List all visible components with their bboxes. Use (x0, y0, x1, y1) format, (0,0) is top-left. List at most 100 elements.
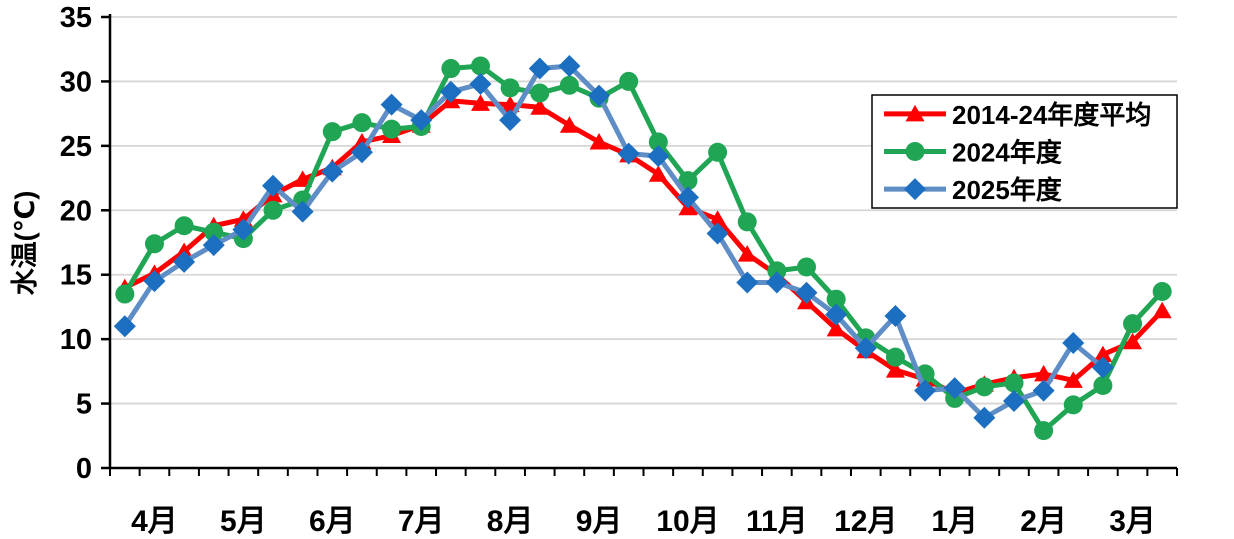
triangle-marker (174, 242, 194, 260)
circle-marker (885, 347, 905, 367)
circle-marker (1034, 421, 1054, 441)
diamond-marker (588, 84, 611, 107)
x-axis-labels: 4月 5月 6月 7月 8月 9月 10月 11月 12月 1月 2月 3月 (131, 505, 1156, 538)
diamond-marker (765, 271, 788, 294)
triangle-marker (1063, 371, 1083, 388)
circle-marker (974, 377, 994, 397)
x-month-label: 11月 (746, 505, 808, 538)
circle-marker (174, 216, 194, 236)
diamond-marker (825, 303, 848, 326)
legend-label: 2024年度 (952, 138, 1062, 168)
legend-item-circle: 2024年度 (884, 138, 1062, 168)
diamond-marker (202, 234, 225, 257)
circle-marker (1152, 281, 1172, 301)
diamond-marker (706, 222, 729, 245)
diamond-marker (1002, 389, 1025, 412)
x-month-label: 5月 (220, 505, 267, 538)
diamond-marker (884, 304, 907, 327)
y-tick-label: 30 (60, 66, 92, 98)
diamond-marker (380, 93, 403, 116)
diamond-marker (439, 80, 462, 103)
diamond-marker (795, 281, 818, 304)
diamond-marker (113, 315, 136, 338)
circle-marker (905, 142, 925, 161)
triangle-marker (559, 116, 579, 133)
series-diamond (113, 54, 1114, 429)
y-tick-label: 15 (60, 260, 92, 292)
circle-marker (708, 142, 728, 162)
diamond-marker (854, 337, 877, 360)
circle-marker (115, 284, 135, 304)
y-tick-label: 25 (60, 131, 92, 163)
circle-marker (619, 71, 639, 91)
circle-marker (1063, 395, 1083, 415)
diamond-marker (943, 377, 966, 400)
circle-marker (322, 122, 342, 142)
triangle-marker (1093, 345, 1113, 363)
diamond-marker (1032, 379, 1055, 402)
diamond-marker (262, 174, 285, 197)
circle-marker (1093, 376, 1113, 396)
triangle-marker (708, 210, 728, 227)
triangle-marker (737, 245, 757, 262)
circle-marker (500, 78, 520, 98)
y-tick-label: 0 (76, 453, 92, 485)
diamond-marker (904, 178, 926, 201)
circle-marker (352, 113, 372, 133)
x-month-label: 3月 (1109, 505, 1156, 538)
x-month-label: 8月 (487, 505, 534, 538)
triangle-marker (589, 132, 609, 150)
legend-item-diamond: 2025年度 (884, 175, 1062, 205)
x-month-label: 7月 (398, 505, 445, 538)
triangle-marker (293, 170, 313, 187)
x-month-label: 9月 (576, 505, 623, 538)
diamond-marker (350, 141, 373, 164)
y-axis-title: 水温(℃) (10, 191, 40, 296)
y-tick-label: 10 (60, 324, 92, 356)
gridlines (110, 16, 1177, 405)
diamond-marker (914, 379, 937, 402)
x-month-label: 6月 (309, 505, 356, 538)
diamond-marker (528, 57, 551, 80)
circle-marker (204, 222, 224, 242)
circle-marker (1123, 314, 1143, 334)
circle-marker (559, 75, 579, 95)
triangle-marker (1123, 332, 1143, 350)
triangle-marker (530, 98, 550, 115)
diamond-marker (499, 109, 522, 132)
triangle-marker (905, 104, 925, 122)
diamond-marker (1091, 356, 1114, 379)
circle-marker (648, 132, 668, 152)
diamond-marker (469, 73, 492, 96)
legend-label: 2025年度 (952, 175, 1062, 205)
circle-marker (767, 261, 787, 281)
diamond-marker (321, 160, 344, 183)
diamond-marker (676, 186, 699, 209)
circle-marker (530, 83, 550, 103)
y-tick-label: 5 (76, 389, 92, 421)
circle-marker (144, 234, 164, 254)
series-line-2 (122, 63, 1106, 421)
circle-marker (1004, 373, 1024, 393)
diamond-marker (647, 145, 670, 168)
x-month-label: 1月 (931, 505, 978, 538)
circle-marker (470, 56, 490, 76)
x-month-label: 4月 (131, 505, 178, 538)
legend-label: 2014-24年度平均 (952, 100, 1151, 130)
triangle-marker (885, 361, 905, 378)
triangle-marker (470, 94, 490, 111)
axes (101, 14, 1178, 476)
diamond-marker (291, 200, 314, 223)
triangle-marker (1034, 364, 1054, 382)
circle-marker (441, 59, 461, 79)
legend-item-triangle: 2014-24年度平均 (884, 100, 1151, 130)
y-tick-label: 35 (60, 2, 92, 34)
diamond-marker (1062, 332, 1085, 355)
circle-marker (382, 119, 402, 139)
triangle-marker (648, 165, 668, 182)
circle-marker (826, 289, 846, 309)
x-month-label: 2月 (1020, 505, 1067, 538)
diamond-marker (143, 270, 166, 293)
y-axis-labels: 0 5 10 15 20 25 30 35 (60, 2, 92, 485)
